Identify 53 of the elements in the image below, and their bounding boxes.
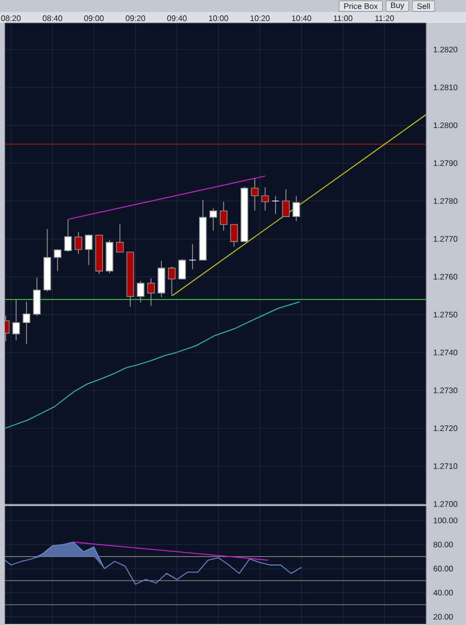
y-tick-label: 1.2820 [434, 46, 458, 52]
candlestick [64, 218, 72, 252]
text: Buy [391, 2, 404, 10]
y-tick-label: 1.2700 [434, 501, 458, 507]
x-tick-label: 09:40 [167, 15, 187, 22]
text: Price Box [344, 3, 378, 9]
y-tick-label: 1.2810 [434, 84, 458, 90]
candlestick [22, 301, 30, 345]
y-tick-label: 20.00 [434, 614, 453, 620]
line-series [5, 301, 300, 429]
x-tick-label: 10:20 [250, 15, 270, 22]
candlestick [188, 244, 196, 270]
y-tick-label: 1.2780 [434, 198, 458, 204]
y-tick-label: 1.2740 [434, 350, 458, 356]
candlestick [261, 186, 269, 211]
candlestick [230, 224, 238, 247]
y-tick-label: 1.2730 [434, 388, 458, 394]
candlestick [12, 298, 20, 341]
candlestick [250, 178, 259, 211]
y-tick-label: 1.2770 [434, 236, 458, 242]
y-tick-label: 60.00 [434, 566, 453, 572]
candlestick [220, 201, 228, 231]
line-series [5, 542, 302, 585]
y-tick-label: 1.2750 [434, 312, 458, 318]
y-tick-label: 1.2760 [434, 274, 458, 280]
y-tick-label: 1.2720 [434, 425, 458, 432]
candlestick [168, 266, 176, 296]
y-tick-label: 40.00 [433, 590, 453, 596]
y-tick-label: 1.2710 [434, 463, 458, 469]
candlestick [209, 208, 218, 231]
candlestick [116, 224, 124, 253]
candlestick [282, 188, 290, 217]
x-tick-label: 09:20 [126, 15, 146, 22]
x-tick-label: 08:20 [1, 15, 21, 22]
candlestick [178, 258, 186, 280]
candlestick [136, 280, 144, 303]
y-tick-label: 80.00 [434, 542, 453, 548]
x-tick-label: 11:20 [375, 15, 394, 22]
candlestick [84, 234, 93, 266]
candlestick [74, 232, 82, 254]
candlestick [147, 278, 155, 306]
text: Sell [417, 3, 430, 9]
candlestick [292, 196, 300, 222]
x-tick-label: 08:40 [42, 15, 62, 22]
candlestick [54, 248, 62, 272]
y-tick-label: 100.00 [434, 518, 458, 524]
candlestick [272, 196, 280, 215]
x-tick-label: 10:40 [292, 15, 312, 22]
x-tick-label: 11:00 [334, 15, 352, 22]
x-tick-label: 10:00 [209, 15, 228, 22]
y-tick-label: 1.2790 [434, 160, 458, 166]
y-tick-label: 1.2800 [434, 122, 458, 128]
x-tick-label: 09:00 [84, 15, 104, 22]
